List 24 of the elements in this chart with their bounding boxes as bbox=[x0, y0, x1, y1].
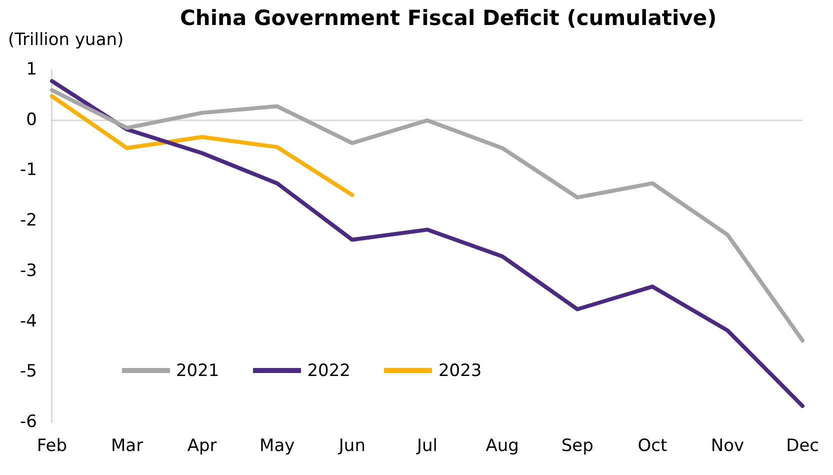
y-axis-title: (Trillion yuan) bbox=[8, 30, 124, 50]
x-tick-label: Sep bbox=[561, 436, 594, 456]
x-tick-label: May bbox=[260, 436, 295, 456]
y-tick-label: -2 bbox=[20, 210, 37, 231]
y-tick-label: -5 bbox=[20, 362, 37, 382]
x-tick-label: Feb bbox=[36, 436, 68, 456]
x-tick-label: Dec bbox=[786, 436, 820, 456]
legend-label: 2023 bbox=[438, 360, 482, 381]
x-tick-label: Aug bbox=[486, 436, 519, 456]
x-tick-label: Jul bbox=[416, 436, 438, 456]
x-tick-label: Apr bbox=[187, 436, 217, 456]
x-tick-label: Nov bbox=[710, 436, 744, 456]
legend-label: 2022 bbox=[307, 360, 350, 381]
y-tick-label: -1 bbox=[20, 160, 37, 180]
y-tick-label: -3 bbox=[20, 260, 37, 281]
y-tick-label: -4 bbox=[20, 311, 37, 332]
y-tick-label: -6 bbox=[20, 412, 37, 432]
x-tick-label: Jun bbox=[338, 436, 366, 456]
x-tick-label: Oct bbox=[638, 436, 668, 456]
y-tick-label: 0 bbox=[26, 110, 37, 130]
y-tick-label: 1 bbox=[26, 59, 37, 80]
chart-title: China Government Fiscal Deficit (cumulative) bbox=[180, 6, 717, 30]
x-tick-label: Mar bbox=[110, 436, 144, 456]
legend-label: 2021 bbox=[176, 360, 220, 381]
